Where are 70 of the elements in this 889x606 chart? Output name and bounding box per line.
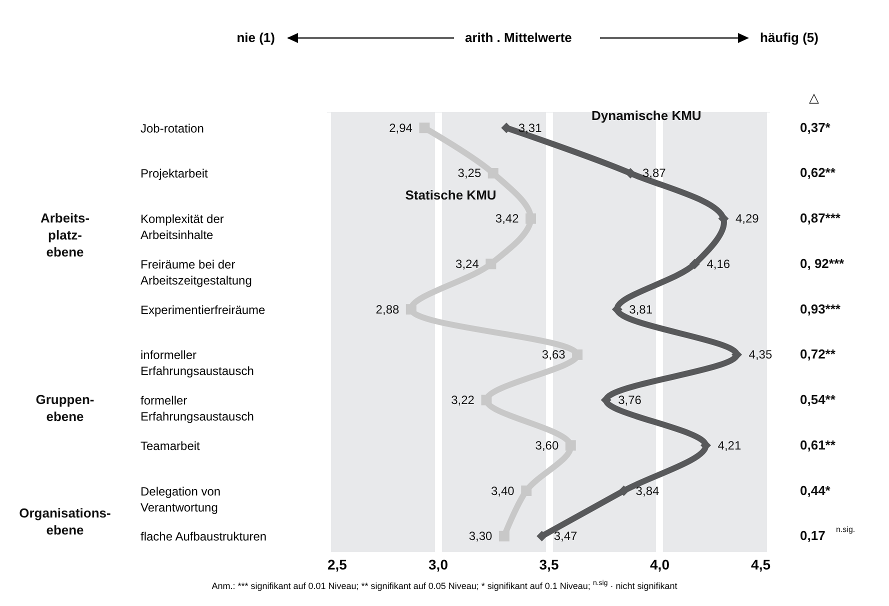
data-label: 2,94 <box>389 120 413 135</box>
data-label: 2,88 <box>376 302 400 316</box>
point <box>406 304 416 315</box>
data-label: 3,60 <box>535 438 559 452</box>
text: △ <box>809 91 819 106</box>
data-label: 3,30 <box>468 529 493 544</box>
point <box>498 530 510 542</box>
text: Arbeits- platz- ebene <box>40 210 90 260</box>
point <box>526 213 536 224</box>
text: Gruppen- ebene <box>36 392 94 424</box>
text: 0, 92*** <box>800 256 846 271</box>
y-tick-label: Delegation von Verantwortung <box>140 484 221 514</box>
data-label: 4,16 <box>706 256 730 271</box>
x-tick-label: 4,0 <box>650 556 670 572</box>
data-label: 3,63 <box>542 348 566 362</box>
text: arith . Mittelwerte <box>465 30 572 45</box>
data-label: 3,76 <box>618 393 642 408</box>
data-label: 3,87 <box>642 166 666 180</box>
x-tick-label: 3,5 <box>539 556 559 572</box>
data-label: 4,35 <box>748 348 772 362</box>
text: Organisations- ebene <box>19 505 111 538</box>
point <box>732 349 742 360</box>
text: 0,44* <box>800 482 832 498</box>
point <box>618 486 630 496</box>
text: 0,61** <box>800 437 836 452</box>
series-label: Statische KMU <box>405 188 496 203</box>
y-tick-label: Experimentierfreiräume <box>140 302 266 317</box>
y-tick-label: formeller Erfahrungsaustausch <box>140 394 254 424</box>
x-tick-label: 2,5 <box>328 556 348 572</box>
y-tick-label: informeller Erfahrungsaustausch <box>140 348 254 378</box>
point <box>689 258 700 270</box>
point <box>481 394 492 406</box>
text: 0,37* <box>800 120 832 135</box>
text: häufig (5) <box>760 30 818 45</box>
data-label: 3,22 <box>451 393 475 408</box>
y-tick-label: flache Aufbaustrukturen <box>140 530 267 544</box>
data-label: 3,40 <box>490 484 515 498</box>
point <box>486 258 496 270</box>
text: Dynamische KMU <box>592 108 702 123</box>
text: 0,72** <box>800 346 836 362</box>
data-label: 3,81 <box>629 302 653 316</box>
x-tick-label: 4,5 <box>751 556 771 572</box>
y-tick-label: Freiräume bei der Arbeitszeitgestaltung <box>140 257 252 288</box>
x-tick-label: 3,0 <box>428 556 448 572</box>
text: 0,54** <box>800 392 836 408</box>
point <box>419 122 430 134</box>
y-tick-label: Teamarbeit <box>140 438 201 453</box>
text: 0,93*** <box>800 301 842 316</box>
data-label: 4,29 <box>735 212 760 226</box>
text: 0,17 n.sig. <box>800 525 856 544</box>
data-label: 4,21 <box>718 438 742 452</box>
point <box>536 530 548 542</box>
point <box>625 168 636 178</box>
data-label: 3,31 <box>518 120 542 135</box>
data-label: 3,84 <box>636 484 660 498</box>
data-label: 3,24 <box>456 256 480 271</box>
y-tick-label: Komplexität der Arbeitsinhalte <box>140 212 224 242</box>
y-tick-label: Projektarbeit <box>140 166 209 181</box>
point <box>565 440 576 451</box>
data-label: 3,25 <box>458 166 482 180</box>
y-tick-label: Job-rotation <box>140 121 204 136</box>
text: nie (1) <box>236 30 275 45</box>
text: 0,87*** <box>800 210 842 226</box>
text: Anm.: *** signifikant auf 0.01 Niveau; ** signifikant auf 0.05 Niveau; * signifikant auf 0.1 Niveau; $^{n.sig}$ · nicht signifikant <box>210 580 678 591</box>
point <box>521 486 532 496</box>
point <box>488 168 498 178</box>
data-label: 3,47 <box>554 529 578 544</box>
point <box>572 349 583 360</box>
data-label: 3,42 <box>495 212 520 226</box>
text: 0,62** <box>800 165 836 180</box>
